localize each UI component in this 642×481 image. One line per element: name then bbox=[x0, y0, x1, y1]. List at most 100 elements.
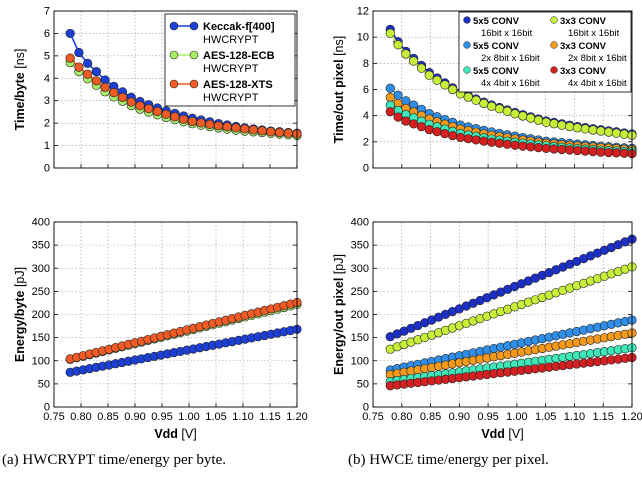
legend-marker bbox=[189, 21, 199, 31]
legend-label: 3x3 CONV bbox=[560, 41, 607, 52]
x-axis-label-unit: [V] bbox=[178, 427, 197, 441]
y-tick-label: 2 bbox=[44, 118, 50, 130]
data-point bbox=[479, 98, 489, 109]
y-axis-label: Energy/out pixel [pJ] bbox=[332, 254, 346, 375]
data-point bbox=[65, 53, 75, 63]
data-point bbox=[549, 144, 559, 154]
plot-frame bbox=[372, 10, 633, 169]
x-tick-label: 1.10 bbox=[564, 411, 585, 423]
legend-marker bbox=[550, 66, 558, 74]
data-point bbox=[393, 40, 403, 50]
data-point bbox=[502, 139, 512, 149]
data-point bbox=[401, 116, 411, 126]
data-point bbox=[401, 49, 411, 59]
data-point bbox=[83, 58, 93, 68]
y-tick-label: 300 bbox=[32, 263, 50, 275]
data-point bbox=[565, 145, 575, 155]
data-point bbox=[74, 62, 84, 72]
legend-sublabel: 16bit x 16bit bbox=[568, 28, 620, 39]
caption-a: (a) HWCRYPT time/energy per byte. bbox=[2, 452, 226, 468]
x-tick-label: 1.05 bbox=[535, 411, 556, 423]
y-axis-label-main: Time/byte bbox=[13, 72, 27, 130]
data-point bbox=[222, 122, 232, 132]
x-axis-label: Vdd [V] bbox=[154, 427, 196, 441]
legend-marker bbox=[550, 16, 558, 24]
y-tick-label: 4 bbox=[363, 110, 369, 122]
data-point bbox=[549, 119, 559, 129]
y-tick-label: 7 bbox=[44, 6, 50, 18]
y-tick-label: 12 bbox=[357, 6, 369, 18]
plot-frame bbox=[53, 10, 298, 169]
legend-label: AES-128-ECB bbox=[203, 50, 275, 62]
data-point bbox=[479, 136, 489, 146]
y-tick-label: 300 bbox=[351, 263, 369, 275]
data-point bbox=[117, 92, 128, 102]
x-tick-label: 0.90 bbox=[124, 411, 145, 423]
data-point bbox=[152, 106, 163, 117]
data-point bbox=[588, 125, 598, 135]
data-point bbox=[510, 140, 520, 150]
data-point bbox=[424, 124, 434, 135]
x-tick-label: 1.05 bbox=[205, 411, 226, 423]
data-point bbox=[518, 141, 528, 151]
y-tick-label: 50 bbox=[38, 378, 50, 390]
y-axis-label-unit: [ns] bbox=[332, 36, 346, 60]
data-point bbox=[91, 76, 101, 86]
x-tick-label: 1.00 bbox=[178, 411, 199, 423]
data-point bbox=[161, 109, 171, 119]
data-point bbox=[283, 128, 293, 138]
x-tick-label: 0.80 bbox=[391, 411, 412, 423]
plot-frame bbox=[372, 221, 633, 408]
y-tick-label: 100 bbox=[32, 355, 50, 367]
data-point bbox=[385, 107, 395, 117]
y-axis-label-unit: [pJ] bbox=[332, 254, 346, 278]
y-tick-label: 1 bbox=[44, 140, 50, 152]
x-axis-label: Vdd [V] bbox=[481, 427, 523, 441]
data-point bbox=[533, 115, 544, 125]
y-tick-label: 5 bbox=[44, 50, 50, 62]
data-point bbox=[409, 56, 419, 66]
data-point bbox=[572, 123, 583, 133]
legend-marker bbox=[189, 50, 199, 60]
y-tick-label: 0 bbox=[363, 402, 369, 414]
data-point bbox=[494, 138, 505, 148]
data-point bbox=[604, 147, 614, 158]
y-axis-label-main: Energy/out pixel bbox=[332, 278, 346, 375]
x-axis-label-unit: [V] bbox=[505, 427, 524, 441]
legend: Keccak-f[400]HWCRYPTAES-128-ECBHWCRYPTAE… bbox=[164, 13, 296, 107]
x-tick-label: 0.85 bbox=[420, 411, 441, 423]
data-point bbox=[274, 127, 285, 138]
x-tick-label: 0.75 bbox=[43, 411, 64, 423]
data-point bbox=[487, 137, 497, 147]
legend-sublabel: 2x 8bit x 16bit bbox=[481, 53, 540, 64]
y-tick-label: 2 bbox=[363, 136, 369, 148]
legend-sublabel: HWCRYPT bbox=[203, 63, 259, 75]
data-point bbox=[448, 84, 458, 95]
y-tick-label: 10 bbox=[357, 32, 369, 44]
data-point bbox=[432, 75, 442, 85]
legend-label: 3x3 CONV bbox=[560, 16, 607, 27]
x-tick-label: 0.75 bbox=[362, 411, 383, 423]
x-tick-label: 1.15 bbox=[593, 411, 614, 423]
legend-marker bbox=[463, 16, 471, 24]
data-point bbox=[424, 70, 434, 80]
data-point bbox=[231, 123, 241, 133]
data-point bbox=[619, 148, 629, 158]
data-point bbox=[416, 63, 427, 73]
data-point bbox=[448, 130, 458, 141]
series-1 bbox=[385, 28, 637, 140]
data-point bbox=[65, 28, 75, 39]
x-tick-label: 1.20 bbox=[286, 411, 307, 423]
legend-box bbox=[164, 13, 296, 107]
data-point bbox=[432, 127, 442, 137]
legend-marker bbox=[463, 41, 471, 49]
data-point bbox=[518, 111, 528, 121]
data-point bbox=[135, 101, 145, 111]
data-point bbox=[126, 97, 136, 107]
data-point bbox=[510, 109, 520, 119]
data-point bbox=[533, 143, 544, 153]
y-tick-label: 400 bbox=[32, 217, 50, 229]
plot-frame bbox=[53, 221, 298, 408]
